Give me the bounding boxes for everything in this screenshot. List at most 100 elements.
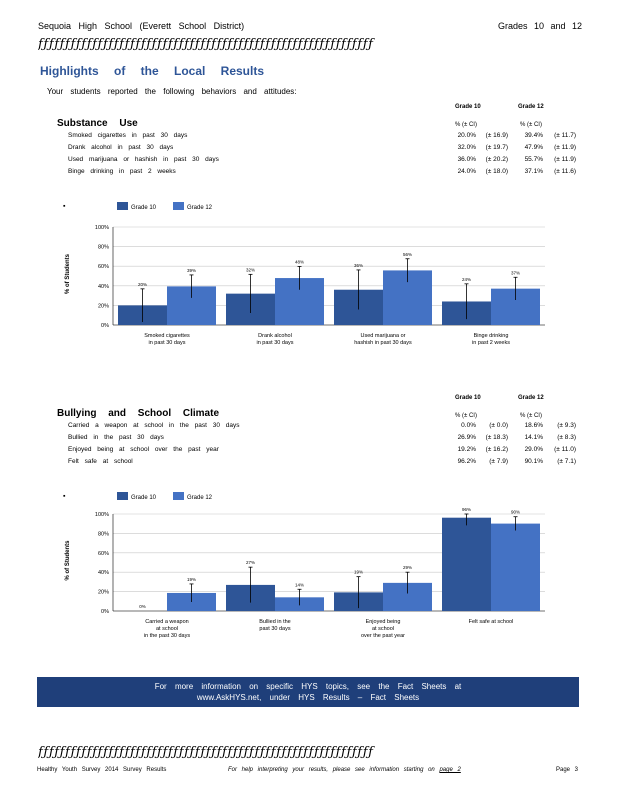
substance-row: Smoked cigarettes in past 30 days 20.0% (±…	[68, 132, 576, 143]
grade12-header-2: Grade 12	[518, 395, 544, 401]
category-label: Used marijuana or	[361, 333, 406, 339]
data-label: 19%	[354, 570, 363, 575]
substance-row: Used marijuana or hashish in past 30 day…	[68, 156, 576, 167]
row-label: Bullied in the past 30 days	[68, 434, 164, 441]
survey-footer: Healthy Youth Survey 2014 Survey Results	[37, 767, 167, 773]
legend-swatch	[173, 492, 184, 500]
substance-heading: Substance Use	[57, 118, 138, 129]
legend-swatch	[173, 202, 184, 210]
y-tick-label: 0%	[101, 323, 109, 329]
grade12-value: 47.9%	[524, 144, 543, 151]
legend-swatch	[117, 202, 128, 210]
y-axis-label: % of Students	[65, 253, 71, 294]
category-label: hashish in past 30 days	[354, 340, 412, 346]
y-tick-label: 100%	[95, 225, 109, 231]
grade12-ci: (± 8.3)	[557, 434, 576, 441]
grade10-ci: (± 7.9)	[489, 458, 508, 465]
pct-ci-header-10: % (± CI)	[455, 122, 477, 128]
data-label: 29%	[403, 565, 412, 570]
grade10-ci: (± 19.7)	[485, 144, 508, 151]
category-label: Smoked cigarettes	[144, 333, 190, 339]
data-label: 36%	[354, 263, 363, 268]
grade10-value: 0.0%	[461, 422, 476, 429]
grade12-value: 18.6%	[524, 422, 543, 429]
data-label: 96%	[462, 507, 471, 512]
grade10-value: 20.0%	[457, 132, 476, 139]
data-label: 48%	[295, 259, 304, 264]
category-label: at school	[156, 626, 178, 632]
grade10-ci: (± 0.0)	[489, 422, 508, 429]
legend-label: Grade 10	[131, 495, 157, 501]
y-tick-label: 100%	[95, 512, 109, 518]
category-label: Binge drinking	[474, 333, 509, 339]
bullying-row: Bullied in the past 30 days 26.9% (± 18.3)…	[68, 434, 576, 445]
data-label: 24%	[462, 277, 471, 282]
grade10-ci: (± 16.2)	[485, 446, 508, 453]
grade10-ci: (± 16.9)	[485, 132, 508, 139]
grade10-value: 26.9%	[457, 434, 476, 441]
y-tick-label: 80%	[98, 245, 109, 251]
row-label: Carried a weapon at school in the past 3…	[68, 422, 240, 429]
row-label: Used marijuana or hashish in past 30 day…	[68, 156, 219, 163]
category-label: in past 2 weeks	[472, 340, 510, 346]
pct-ci-header-12b: % (± CI)	[520, 413, 542, 419]
grade12-value: 37.1%	[524, 168, 543, 175]
category-label: past 30 days	[259, 626, 290, 632]
substance-row: Binge drinking in past 2 weeks 24.0% (± 18…	[68, 168, 576, 179]
grade12-ci: (± 11.9)	[554, 156, 576, 163]
row-label: Smoked cigarettes in past 30 days	[68, 132, 188, 139]
bar	[167, 592, 216, 611]
grade10-value: 96.2%	[457, 458, 476, 465]
substance-use-chart: ▪ Grade 10 Grade 12 % of Students 0% 20% 40% 60…	[63, 202, 545, 346]
data-label: 14%	[295, 582, 304, 587]
category-label: in past 30 days	[149, 340, 186, 346]
category-label: Enjoyed being	[366, 619, 401, 625]
bullying-climate-chart: ▪ Grade 10 Grade 12 % of Students 0% 20% 40% 60…	[63, 492, 545, 639]
page-number: Page 3	[556, 767, 579, 773]
page-title: Highlights of the Local Results	[40, 64, 265, 78]
data-label: 32%	[246, 267, 255, 272]
y-tick-label: 60%	[98, 551, 109, 557]
grade10-ci: (± 18.3)	[485, 434, 508, 441]
legend-label: Grade 12	[187, 205, 213, 211]
category-label: Drank alcohol	[258, 333, 292, 339]
help-note: For help interpreting your results, plea…	[228, 767, 461, 773]
grade12-value: 90.1%	[524, 458, 543, 465]
grade12-value: 39.4%	[524, 132, 543, 139]
bar	[442, 517, 491, 611]
bullying-row: Felt safe at school 96.2% (± 7.9) 90.1% (± 7…	[68, 458, 576, 469]
y-tick-label: 40%	[98, 570, 109, 576]
bullying-row: Carried a weapon at school in the past 3…	[68, 422, 576, 433]
y-tick-label: 0%	[101, 609, 109, 615]
y-axis-label: % of Students	[65, 540, 71, 581]
banner-line-2[interactable]: www.AskHYS.net, under HYS Results – Fact…	[196, 693, 420, 702]
legend-mark: ▪	[63, 203, 66, 210]
grade10-header-2: Grade 10	[455, 395, 481, 401]
data-label: 27%	[246, 560, 255, 565]
grade12-ci: (± 11.0)	[554, 446, 576, 453]
school-name: Sequoia High School (Everett School Dist…	[38, 21, 245, 31]
category-label: Bullied in the	[259, 619, 291, 625]
decorative-rule-bottom: ƒƒƒƒƒƒƒƒƒƒƒƒƒƒƒƒƒƒƒƒƒƒƒƒƒƒƒƒƒƒƒƒƒƒƒƒƒƒƒƒ…	[38, 745, 374, 760]
help-page-link[interactable]: page 2	[439, 767, 461, 773]
fact-sheets-banner: For more information on specific HYS top…	[37, 677, 579, 707]
category-label: in past 30 days	[257, 340, 294, 346]
pct-ci-header-10b: % (± CI)	[455, 413, 477, 419]
grade12-value: 55.7%	[524, 156, 543, 163]
grade12-ci: (± 11.7)	[554, 132, 576, 139]
y-tick-label: 80%	[98, 531, 109, 537]
category-label: over the past year	[361, 633, 405, 639]
y-tick-label: 60%	[98, 264, 109, 270]
grade12-ci: (± 9.3)	[557, 422, 576, 429]
bar	[491, 523, 540, 611]
help-note-text: For help interpreting your results, plea…	[228, 767, 435, 773]
y-tick-label: 20%	[98, 590, 109, 596]
data-label: 56%	[403, 252, 412, 257]
legend-label: Grade 10	[131, 205, 157, 211]
data-label: 0%	[139, 604, 146, 609]
grade10-header: Grade 10	[455, 104, 481, 110]
row-label: Drank alcohol in past 30 days	[68, 144, 174, 151]
grade12-ci: (± 11.6)	[554, 168, 576, 175]
pct-ci-header-12: % (± CI)	[520, 122, 542, 128]
grade12-header: Grade 12	[518, 104, 544, 110]
